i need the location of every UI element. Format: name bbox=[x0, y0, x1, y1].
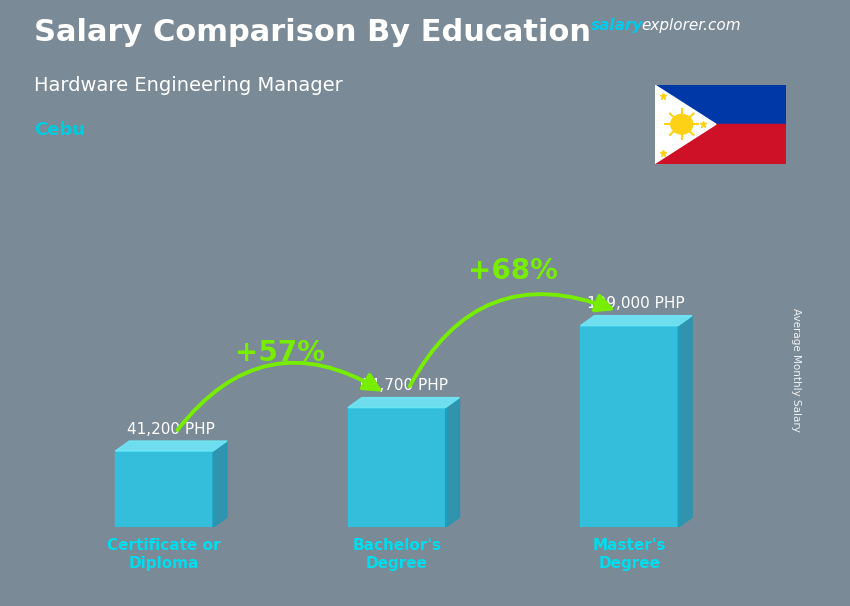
Text: 64,700 PHP: 64,700 PHP bbox=[360, 378, 448, 393]
Text: +57%: +57% bbox=[235, 339, 326, 367]
Polygon shape bbox=[348, 398, 460, 408]
Bar bbox=[116, 451, 213, 527]
Bar bbox=[581, 325, 678, 527]
FancyArrowPatch shape bbox=[410, 294, 611, 386]
Text: Cebu: Cebu bbox=[34, 121, 85, 139]
Bar bbox=[348, 408, 445, 527]
Text: Hardware Engineering Manager: Hardware Engineering Manager bbox=[34, 76, 343, 95]
Polygon shape bbox=[678, 316, 692, 527]
Text: Average Monthly Salary: Average Monthly Salary bbox=[791, 308, 802, 431]
Polygon shape bbox=[116, 441, 227, 451]
Text: +68%: +68% bbox=[468, 258, 558, 285]
Bar bbox=[654, 85, 786, 124]
Text: salary: salary bbox=[591, 18, 643, 33]
Polygon shape bbox=[445, 398, 460, 527]
Text: 109,000 PHP: 109,000 PHP bbox=[587, 296, 685, 311]
Polygon shape bbox=[654, 85, 716, 164]
Polygon shape bbox=[581, 316, 692, 325]
Polygon shape bbox=[213, 441, 227, 527]
Text: 41,200 PHP: 41,200 PHP bbox=[128, 422, 215, 436]
Text: Salary Comparison By Education: Salary Comparison By Education bbox=[34, 18, 591, 47]
Bar bbox=[654, 124, 786, 164]
Text: explorer.com: explorer.com bbox=[642, 18, 741, 33]
FancyArrowPatch shape bbox=[178, 363, 379, 430]
Circle shape bbox=[671, 115, 693, 134]
